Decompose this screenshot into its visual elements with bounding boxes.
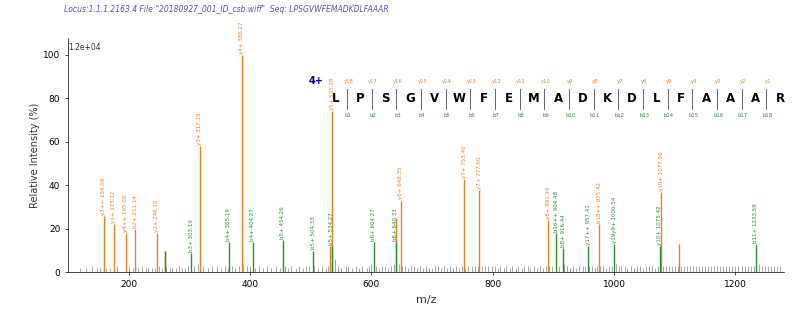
Text: b4: b4 [419,113,426,118]
Text: A: A [726,92,735,105]
Text: b7: b7 [493,113,500,118]
Text: y1: y1 [765,79,771,84]
Text: G: G [405,92,415,105]
Text: b2+ 211.14: b2+ 211.14 [133,195,138,228]
Text: A: A [702,92,710,105]
Text: b13: b13 [639,113,650,118]
Text: b1: b1 [345,113,352,118]
Text: y6: y6 [641,79,647,84]
Text: A: A [750,92,760,105]
X-axis label: m/z: m/z [416,295,436,305]
Text: y4+ 386.27: y4+ 386.27 [239,21,244,54]
Text: y5+ 535.28: y5+ 535.28 [330,78,334,110]
Text: b4+ 365.19: b4+ 365.19 [226,208,231,241]
Text: S: S [381,92,390,105]
Text: y10+ 1075.42: y10+ 1075.42 [658,206,662,245]
Text: R: R [775,92,785,105]
Text: y7+ 777.60: y7+ 777.60 [477,156,482,189]
Text: b6+ 640.33: b6+ 640.33 [394,208,398,241]
Text: y7: y7 [617,79,623,84]
Text: y3++ 159.09: y3++ 159.09 [102,177,106,215]
Text: b2: b2 [370,113,376,118]
Text: y10+ 1077.56: y10+ 1077.56 [658,151,664,191]
Text: y3: y3 [715,79,722,84]
Text: y14: y14 [442,79,452,84]
Text: b5: b5 [444,113,450,118]
Text: y16: y16 [393,79,402,84]
Text: P: P [356,92,365,105]
Text: y12: y12 [491,79,502,84]
Text: y10: y10 [541,79,550,84]
Text: y9: y9 [567,79,574,84]
Text: b14: b14 [664,113,674,118]
Text: y4: y4 [690,79,697,84]
Text: b11+ 1233.59: b11+ 1233.59 [754,203,758,243]
Text: L: L [332,92,340,105]
Text: y19y9+ 1000.54: y19y9+ 1000.54 [612,197,617,243]
Text: 1.2e+04: 1.2e+04 [68,43,101,52]
Text: b16: b16 [714,113,723,118]
Text: V: V [430,92,439,105]
Text: b8+ 916.44: b8+ 916.44 [561,215,566,247]
Text: y17++ 957.41: y17++ 957.41 [586,204,590,245]
Text: b15: b15 [689,113,698,118]
Text: y17: y17 [368,79,378,84]
Text: K: K [602,92,612,105]
Text: F: F [678,92,686,105]
Text: y5: y5 [666,79,672,84]
Text: 4+: 4+ [309,76,323,86]
Text: b10: b10 [566,113,575,118]
Text: b8: b8 [518,113,524,118]
Text: E: E [505,92,513,105]
Text: y2: y2 [740,79,746,84]
Text: b5+ 534.27: b5+ 534.27 [329,213,334,245]
Text: y6+ 648.35: y6+ 648.35 [398,167,403,199]
Text: y13: y13 [466,79,477,84]
Text: y15: y15 [418,79,427,84]
Text: y2+ 246.15: y2+ 246.15 [154,200,159,232]
Text: A: A [554,92,562,105]
Text: b17: b17 [738,113,748,118]
Text: b9: b9 [542,113,549,118]
Text: b5+ 454.26: b5+ 454.26 [281,206,286,239]
Text: y4++ 195.08: y4++ 195.08 [123,195,128,232]
Text: b4+ 404.27: b4+ 404.27 [250,208,255,241]
Text: b6: b6 [468,113,475,118]
Text: y18: y18 [343,79,354,84]
Text: Locus:1.1.1.2163.4 File:"20180927_001_ID_csb.wiff"  Seq: LPSGVWFEMADKDLFAAAR: Locus:1.1.1.2163.4 File:"20180927_001_ID… [64,5,389,14]
Text: L: L [653,92,661,105]
Text: b5+ 504.33: b5+ 504.33 [311,217,316,249]
Text: b18: b18 [762,113,773,118]
Text: b18++ 975.42: b18++ 975.42 [597,182,602,223]
Text: F: F [480,92,488,105]
Y-axis label: Relative Intensity (%): Relative Intensity (%) [30,102,40,208]
Text: y11: y11 [516,79,526,84]
Text: b3: b3 [394,113,401,118]
Text: y8: y8 [592,79,598,84]
Text: b3+ 303.19: b3+ 303.19 [189,219,194,252]
Text: b11: b11 [590,113,600,118]
Text: W: W [453,92,466,105]
Text: y7+ 753.40: y7+ 753.40 [462,145,467,178]
Text: y8+ 891.49: y8+ 891.49 [546,187,550,219]
Text: b16++ 904.48: b16++ 904.48 [554,191,558,232]
Text: D: D [627,92,637,105]
Text: M: M [527,92,539,105]
Text: y3+ 317.19: y3+ 317.19 [198,113,202,145]
Text: y1+ 175.12: y1+ 175.12 [111,191,116,223]
Text: b12: b12 [614,113,625,118]
Text: D: D [578,92,587,105]
Text: b6+ 604.27: b6+ 604.27 [371,208,377,241]
